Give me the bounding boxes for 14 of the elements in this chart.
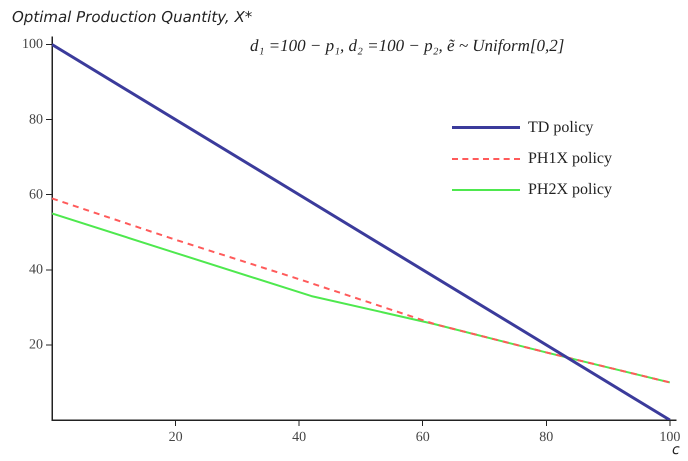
x-tick-label: 80 — [539, 430, 554, 446]
y-tick-label: 40 — [29, 262, 43, 278]
y-tick-label: 60 — [29, 187, 43, 202]
legend-label: TD policy — [528, 118, 594, 136]
x-tick-label: 60 — [416, 430, 430, 446]
y-axis-title: Optimal Production Quantity, X* — [12, 8, 252, 26]
x-tick-label: 20 — [168, 430, 183, 446]
y-tick-label: 80 — [29, 112, 43, 128]
legend-label: PH1X policy — [528, 150, 612, 168]
y-tick-label: 100 — [22, 37, 43, 52]
x-tick-label: 40 — [292, 430, 306, 446]
y-tick-label: 20 — [29, 338, 43, 353]
annotation: d₁ =100 − p₁, d₂ =100 − p₂, ẽ ~ Uniform[0,2] — [250, 36, 564, 56]
legend-label: PH2X policy — [528, 180, 612, 198]
